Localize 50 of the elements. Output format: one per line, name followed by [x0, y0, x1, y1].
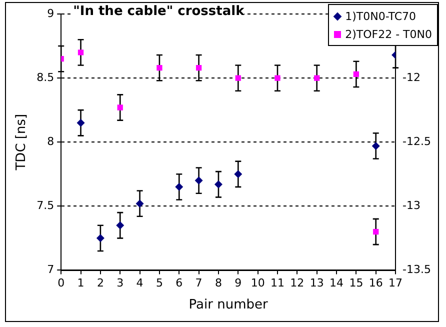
x-tick-label: 11 — [270, 276, 284, 290]
y2-tick-label: -13.5 — [402, 263, 432, 276]
point — [175, 182, 184, 191]
legend-label: 2)TOF22 - T0N0 — [345, 28, 432, 40]
y-tick-label: 8.5 — [36, 70, 54, 84]
point — [274, 75, 280, 81]
point — [372, 142, 380, 150]
y2-tick-label: -13 — [402, 199, 421, 212]
y-axis-title: TDC [ns] — [14, 114, 30, 172]
point — [136, 200, 144, 208]
x-tick-label: 4 — [136, 276, 144, 290]
x-tick-label: 13 — [310, 276, 324, 290]
y2-tick-label: -12 — [402, 70, 421, 84]
x-tick-label: 17 — [388, 276, 403, 290]
y-tick-label: 7 — [47, 263, 54, 276]
x-tick-label: 8 — [214, 276, 222, 290]
y2-tick-label: -12.5 — [402, 134, 432, 148]
x-tick-label: 15 — [349, 276, 364, 290]
point — [76, 118, 85, 127]
y-tick-label: 9 — [47, 6, 54, 20]
x-tick-label: 6 — [176, 276, 183, 290]
x-axis-title: Pair number — [188, 298, 268, 313]
point — [116, 221, 124, 230]
point — [314, 75, 320, 81]
point — [117, 104, 123, 110]
x-tick-label: 10 — [250, 276, 265, 290]
x-tick-label: 2 — [96, 276, 104, 290]
y-tick-label: 7.5 — [36, 199, 54, 212]
point — [373, 228, 379, 235]
point — [235, 75, 241, 81]
point — [156, 64, 162, 71]
x-tick-label: 14 — [330, 276, 344, 290]
x-tick-label: 7 — [195, 276, 202, 290]
point — [96, 234, 104, 242]
point — [196, 64, 202, 71]
chart-title: "In the cable" crosstalk — [73, 4, 244, 19]
x-tick-label: 0 — [58, 276, 65, 290]
x-tick-label: 5 — [156, 276, 163, 290]
y-tick-label: 8 — [47, 134, 54, 148]
x-tick-label: 1 — [77, 276, 84, 290]
point — [353, 71, 360, 78]
point — [234, 170, 242, 178]
x-tick-label: 12 — [290, 276, 304, 290]
x-tick-label: 9 — [234, 276, 242, 290]
point — [214, 180, 222, 188]
legend-label: 1)T0N0-TC70 — [345, 10, 416, 22]
point — [78, 50, 84, 56]
x-tick-label: 3 — [116, 276, 124, 290]
point — [194, 176, 203, 185]
x-tick-label: 16 — [368, 276, 383, 290]
